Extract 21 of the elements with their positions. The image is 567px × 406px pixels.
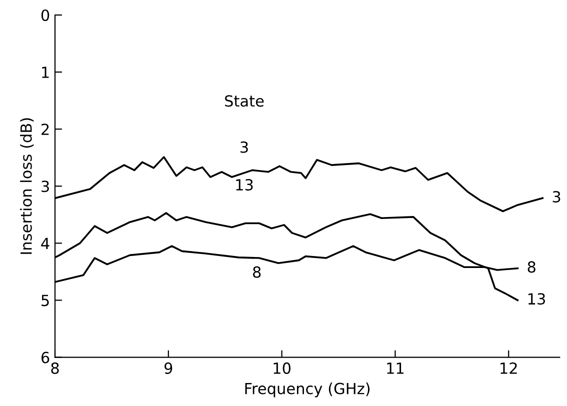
series-label: 8 (253, 266, 261, 278)
y-tick-label: 1 (42, 66, 49, 78)
series-label: 3 (552, 191, 560, 203)
x-tick-label: 9 (164, 362, 172, 374)
y-tick-label: 2 (42, 124, 49, 135)
y-axis-title: Insertion loss (dB) (20, 118, 34, 254)
x-tick-label: 11 (387, 362, 404, 374)
annotation: 8 (528, 261, 536, 273)
x-tick-label: 8 (51, 362, 59, 374)
x-tick-label: 12 (500, 362, 517, 374)
annotation: 13 (236, 179, 253, 191)
y-tick-label: 0 (41, 9, 50, 22)
y-tick-label: 6 (41, 352, 50, 364)
x-axis-title: Frequency (GHz) (245, 382, 370, 398)
y-tick-label: 4 (41, 238, 50, 249)
legend-title: State (225, 95, 264, 107)
series-label: 13 (528, 293, 545, 305)
x-tick-label: 10 (274, 362, 291, 374)
annotation: 3 (240, 141, 248, 153)
y-tick-label: 5 (42, 294, 49, 306)
y-tick-label: 3 (42, 180, 49, 192)
